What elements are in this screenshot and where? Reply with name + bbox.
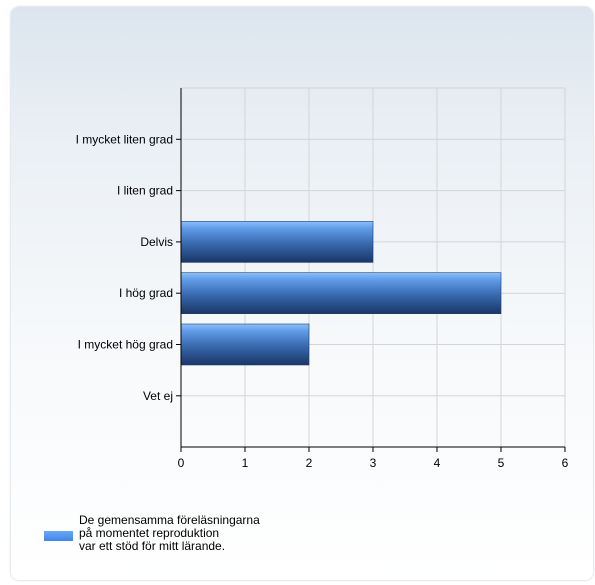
axes bbox=[176, 88, 566, 452]
bars bbox=[180, 221, 502, 366]
x-tick-label: 0 bbox=[178, 456, 185, 470]
y-tick-label: Vet ej bbox=[143, 389, 173, 403]
x-tick-label: 4 bbox=[434, 456, 441, 470]
x-tick-label: 3 bbox=[370, 456, 377, 470]
y-tick-label: I mycket liten grad bbox=[76, 132, 173, 146]
legend-swatch bbox=[44, 531, 73, 541]
axis-labels: I mycket liten grad I liten grad Delvis I h… bbox=[76, 132, 569, 470]
bar-2 bbox=[180, 221, 374, 263]
x-tick-label: 6 bbox=[562, 456, 569, 470]
y-tick-label: I hög grad bbox=[119, 286, 173, 300]
y-tick-label: I liten grad bbox=[117, 184, 173, 198]
x-tick-label: 5 bbox=[498, 456, 505, 470]
grid-lines bbox=[181, 87, 566, 447]
x-tick-label: 2 bbox=[306, 456, 313, 470]
legend-label: De gemensamma föreläsningarna på momente… bbox=[79, 513, 260, 553]
bar-4 bbox=[180, 323, 310, 366]
y-tick-label: Delvis bbox=[140, 235, 173, 249]
bar-3 bbox=[180, 272, 502, 315]
x-tick-label: 1 bbox=[242, 456, 249, 470]
y-tick-label: I mycket hög grad bbox=[78, 338, 173, 352]
